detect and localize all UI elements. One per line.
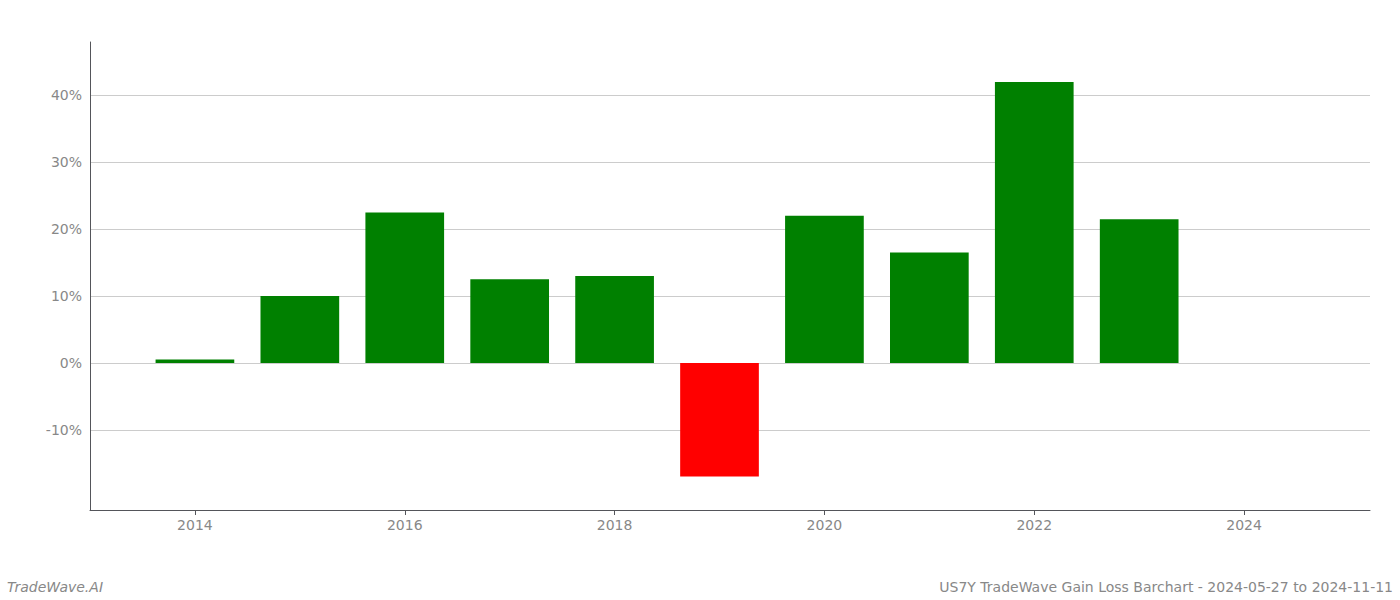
svg-text:40%: 40%: [51, 87, 82, 103]
svg-text:US7Y TradeWave Gain Loss Barch: US7Y TradeWave Gain Loss Barchart - 2024…: [939, 579, 1393, 595]
svg-text:2024: 2024: [1226, 517, 1262, 533]
svg-text:2016: 2016: [387, 517, 423, 533]
svg-text:10%: 10%: [51, 288, 82, 304]
svg-text:20%: 20%: [51, 221, 82, 237]
svg-text:2020: 2020: [807, 517, 843, 533]
svg-text:2014: 2014: [177, 517, 213, 533]
svg-text:0%: 0%: [60, 355, 82, 371]
svg-text:2022: 2022: [1016, 517, 1052, 533]
svg-text:TradeWave.AI: TradeWave.AI: [7, 579, 103, 595]
svg-text:30%: 30%: [51, 154, 82, 170]
svg-text:2018: 2018: [597, 517, 633, 533]
svg-text:-10%: -10%: [46, 422, 82, 438]
